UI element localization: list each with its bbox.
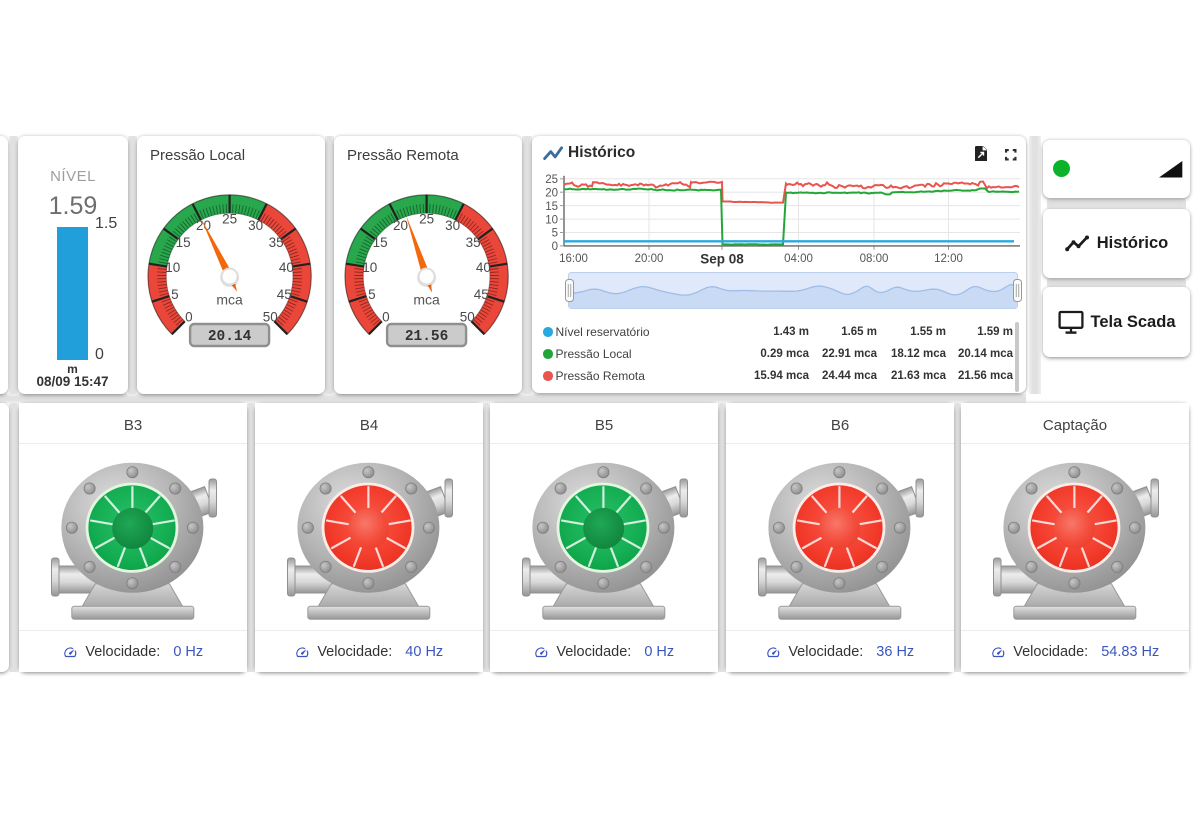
svg-text:25: 25 bbox=[222, 212, 237, 227]
svg-text:50: 50 bbox=[263, 310, 278, 325]
svg-text:15: 15 bbox=[373, 235, 388, 250]
svg-text:15: 15 bbox=[176, 235, 191, 250]
svg-text:25: 25 bbox=[419, 212, 434, 227]
svg-text:20.14: 20.14 bbox=[208, 329, 252, 345]
svg-text:50: 50 bbox=[460, 310, 475, 325]
svg-text:10: 10 bbox=[362, 260, 377, 275]
svg-text:20: 20 bbox=[545, 187, 558, 199]
svg-text:45: 45 bbox=[277, 287, 292, 302]
svg-text:45: 45 bbox=[474, 287, 489, 302]
svg-text:30: 30 bbox=[248, 218, 263, 233]
svg-text:04:00: 04:00 bbox=[784, 253, 813, 265]
svg-text:10: 10 bbox=[545, 214, 558, 226]
svg-text:40: 40 bbox=[279, 260, 294, 275]
svg-text:0: 0 bbox=[185, 310, 193, 325]
svg-text:25: 25 bbox=[545, 174, 558, 186]
svg-text:20:00: 20:00 bbox=[635, 253, 664, 265]
svg-text:mca: mca bbox=[216, 292, 243, 308]
svg-text:30: 30 bbox=[445, 218, 460, 233]
svg-text:5: 5 bbox=[368, 287, 376, 302]
svg-text:21.56: 21.56 bbox=[405, 329, 449, 345]
svg-text:5: 5 bbox=[552, 228, 558, 240]
svg-text:5: 5 bbox=[171, 287, 179, 302]
svg-text:35: 35 bbox=[269, 235, 284, 250]
svg-text:40: 40 bbox=[476, 260, 491, 275]
svg-text:15: 15 bbox=[545, 201, 558, 213]
svg-text:12:00: 12:00 bbox=[934, 253, 963, 265]
svg-text:10: 10 bbox=[165, 260, 180, 275]
svg-text:mca: mca bbox=[413, 292, 440, 308]
svg-text:0: 0 bbox=[382, 310, 390, 325]
svg-text:Sep 08: Sep 08 bbox=[700, 251, 744, 266]
svg-text:16:00: 16:00 bbox=[559, 253, 588, 265]
svg-text:0: 0 bbox=[552, 241, 558, 253]
svg-text:20: 20 bbox=[393, 218, 408, 233]
svg-text:08:00: 08:00 bbox=[860, 253, 889, 265]
svg-text:35: 35 bbox=[466, 235, 481, 250]
svg-text:20: 20 bbox=[196, 218, 211, 233]
